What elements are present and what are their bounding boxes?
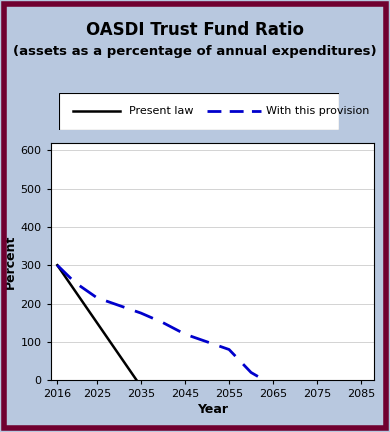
Text: Present law: Present law: [129, 106, 193, 116]
Text: (assets as a percentage of annual expenditures): (assets as a percentage of annual expend…: [13, 45, 377, 58]
X-axis label: Year: Year: [197, 403, 228, 416]
Y-axis label: Percent: Percent: [4, 234, 16, 289]
Text: With this provision: With this provision: [266, 106, 370, 116]
Text: OASDI Trust Fund Ratio: OASDI Trust Fund Ratio: [86, 21, 304, 39]
FancyBboxPatch shape: [58, 93, 339, 130]
